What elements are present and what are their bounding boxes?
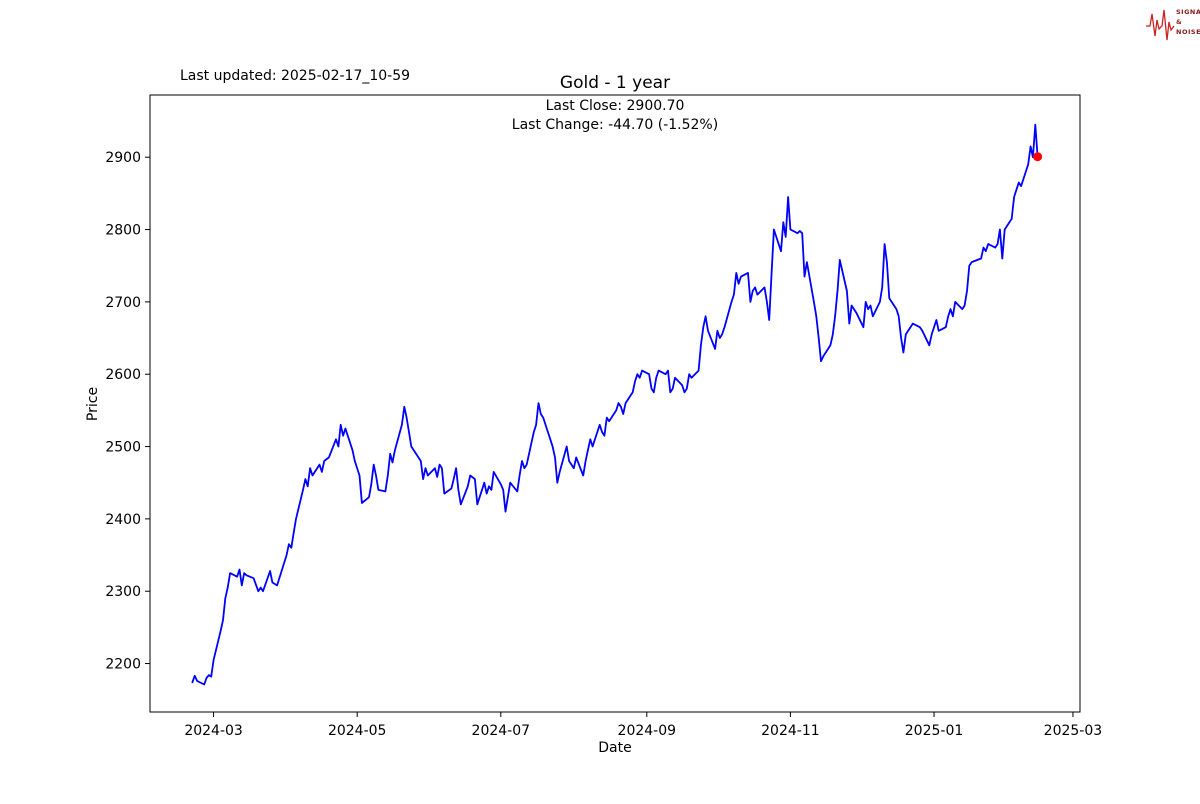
price-line (191, 123, 1039, 686)
annotation-last-change: Last Change: -44.70 (-1.52%) (512, 117, 718, 133)
x-tick-label: 2024-09 (618, 723, 677, 739)
y-axis: 2200 2300 2400 2500 2600 2700 2800 2900 (105, 150, 150, 673)
y-tick-label: 2900 (105, 150, 141, 166)
x-tick-label: 2024-07 (472, 723, 531, 739)
x-axis-label: Date (598, 740, 631, 756)
x-axis: 2024-03 2024-05 2024-07 2024-09 2024-11 2025-… (184, 712, 1102, 739)
logo-text-line3: NOISE (1176, 28, 1200, 36)
y-tick-label: 2200 (105, 657, 141, 673)
logo-text-line1: SIGNAL (1176, 8, 1200, 16)
y-tick-label: 2300 (105, 584, 141, 600)
y-tick-label: 2500 (105, 440, 141, 456)
signal-noise-logo: SIGNAL & NOISE (1146, 8, 1200, 41)
y-tick-label: 2800 (105, 223, 141, 239)
y-axis-label: Price (85, 387, 101, 421)
y-tick-label: 2400 (105, 512, 141, 528)
x-tick-label: 2024-05 (328, 723, 387, 739)
last-close-marker (1033, 152, 1043, 162)
annotation-last-close: Last Close: 2900.70 (546, 98, 685, 114)
logo-text-line2: & (1176, 18, 1182, 26)
last-updated-text: Last updated: 2025-02-17_10-59 (180, 68, 410, 84)
x-tick-label: 2024-03 (184, 723, 243, 739)
chart-title: Gold - 1 year (560, 73, 670, 93)
y-tick-label: 2600 (105, 367, 141, 383)
x-tick-label: 2025-01 (905, 723, 964, 739)
y-tick-label: 2700 (105, 295, 141, 311)
plot-frame (149, 94, 1081, 713)
x-tick-label: 2024-11 (761, 723, 820, 739)
logo-waveform-icon (1146, 9, 1175, 41)
x-tick-label: 2025-03 (1044, 723, 1103, 739)
